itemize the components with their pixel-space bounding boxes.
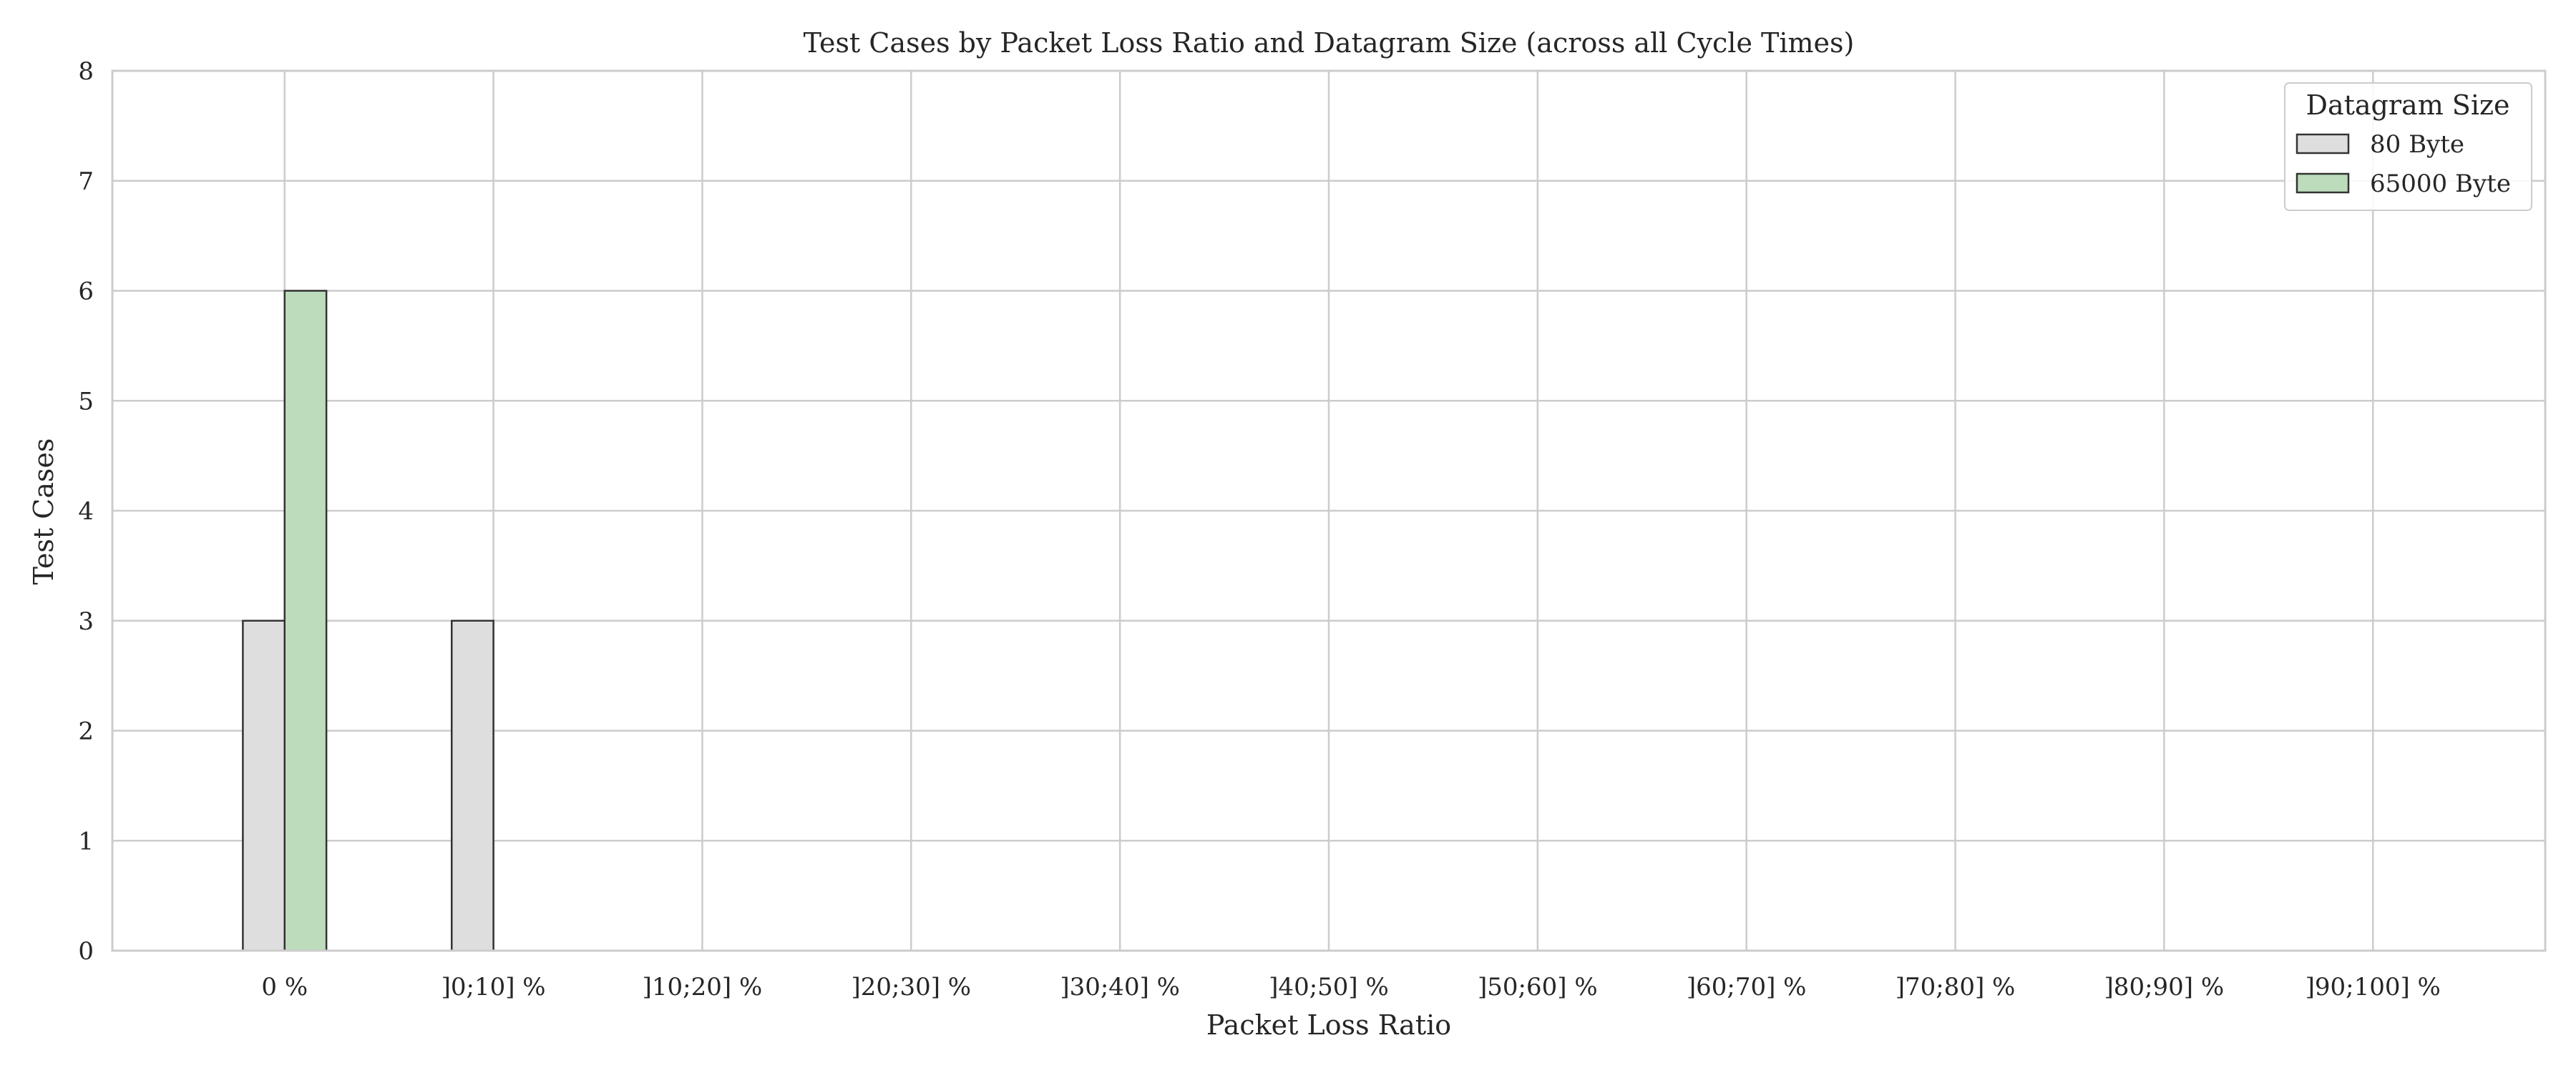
x-tick-label: ]80;90] % [2104,973,2225,1001]
y-tick-label: 5 [78,387,94,416]
x-tick-label: ]10;20] % [643,973,763,1001]
y-tick-label: 1 [78,827,94,856]
y-tick-label: 3 [78,607,94,636]
y-tick-label: 7 [78,167,94,196]
x-tick-label: 0 % [261,973,308,1001]
legend-title: Datagram Size [2306,89,2510,121]
y-axis-label: Test Cases [28,438,59,585]
legend-swatch [2296,133,2350,155]
y-tick-label: 2 [78,717,94,746]
x-tick-label: ]0;10] % [441,973,546,1001]
legend-swatch [2296,172,2350,194]
x-tick-label: ]40;50] % [1269,973,1389,1001]
plot-frame [111,69,2547,952]
chart-title: Test Cases by Packet Loss Ratio and Data… [804,27,1855,59]
legend: Datagram Size 80 Byte 65000 Byte [2284,82,2532,211]
x-tick-label: ]90;100] % [2306,973,2441,1001]
tick-labels: 0 1 2 3 4 5 6 7 8 0 % ]0;10] % ]10;20] % ]20;30] % ]3… [78,57,2441,1001]
y-tick-label: 8 [78,57,94,86]
x-tick-label: ]60;70] % [1687,973,1807,1001]
grid-lines [112,69,2545,952]
legend-label: 65000 Byte [2370,170,2511,198]
legend-items: 80 Byte 65000 Byte [2296,130,2511,198]
y-tick-label: 6 [78,278,94,306]
y-tick-label: 4 [78,497,94,526]
bars [242,290,494,952]
legend-label: 80 Byte [2370,130,2464,159]
x-axis-label: Packet Loss Ratio [1206,1009,1451,1041]
x-tick-label: ]30;40] % [1060,973,1180,1001]
bar [283,290,328,952]
bar [450,619,494,952]
x-tick-label: ]70;80] % [1896,973,2016,1001]
y-tick-label: 0 [78,937,94,966]
x-tick-label: ]50;60] % [1478,973,1598,1001]
x-tick-label: ]20;30] % [851,973,971,1001]
bar [242,619,286,952]
